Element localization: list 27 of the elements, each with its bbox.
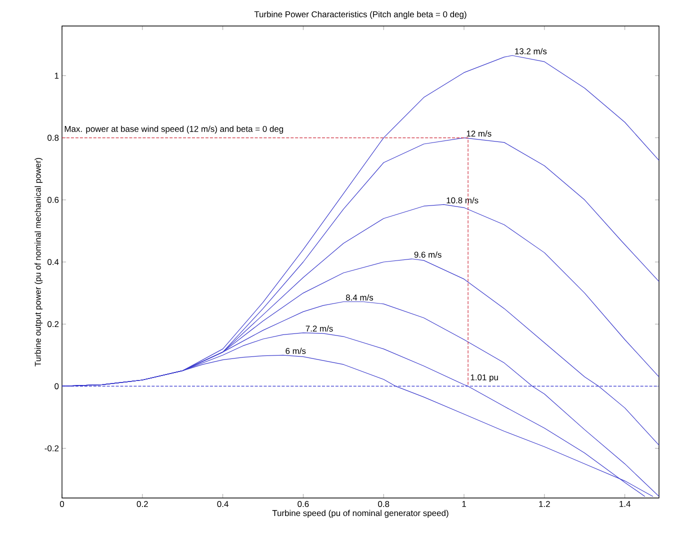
series-label: 6 m/s (286, 348, 306, 354)
y-tick-label: 0.8 (48, 134, 59, 141)
x-tick-label: 0.6 (298, 501, 309, 508)
y-tick-label: -0.2 (44, 445, 59, 452)
series-label: 9.6 m/s (414, 251, 442, 258)
x-tick-label: 0.8 (378, 501, 390, 508)
series-label: 13.2 m/s (515, 48, 547, 54)
y-tick-label: 0.4 (48, 259, 59, 265)
y-tick-label: 0.6 (48, 196, 59, 203)
series-label: 10.8 m/s (446, 197, 478, 204)
series-label: 8.4 m/s (346, 294, 374, 301)
series-label: 7.2 m/s (306, 325, 333, 332)
x-tick-label: 1 (462, 501, 466, 507)
x-tick-label: 0.2 (136, 501, 148, 508)
x-tick-label: 0.4 (217, 501, 228, 508)
x-tick-label: 1.2 (539, 501, 550, 507)
annotation: Max. power at base wind speed (12 m/s) and beta = 0 deg (64, 126, 284, 134)
y-tick-label: 0 (54, 383, 59, 390)
annotation: 1.01 pu (470, 374, 498, 382)
chart-title: Turbine Power Characteristics (Pitch angle beta = 0 deg) (254, 11, 466, 19)
y-axis-title: Turbine output power (pu of nominal mechanical power) (34, 158, 43, 366)
series-label: 12 m/s (466, 130, 492, 137)
y-tick-label: 1 (54, 72, 59, 79)
x-tick-label: 0 (60, 501, 64, 508)
x-axis-title: Turbine speed (pu of nominal generator speed) (272, 510, 448, 518)
y-tick-label: 0.2 (48, 321, 59, 328)
x-tick-label: 1.4 (620, 501, 630, 507)
